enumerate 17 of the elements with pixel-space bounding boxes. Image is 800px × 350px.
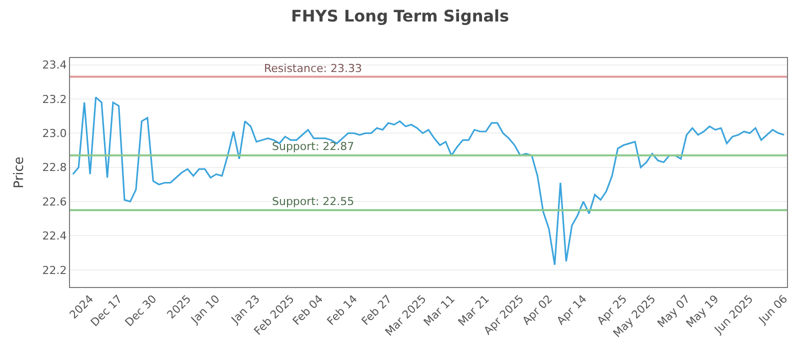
y-tick-label: 22.6 (42, 195, 67, 208)
y-tick-label: 22.4 (42, 230, 67, 243)
chart-title: FHYS Long Term Signals (290, 6, 510, 26)
ref-line-label: Support: 22.55 (272, 195, 354, 208)
x-tick-label: Feb 14 (324, 292, 360, 328)
line-series (72, 96, 785, 266)
y-tick-label: 22.2 (42, 264, 67, 277)
y-axis-title: Price (12, 156, 28, 188)
ref-line-label: Support: 22.87 (272, 140, 354, 153)
y-tick-label: 23.4 (42, 58, 67, 72)
y-tick-label: 22.8 (42, 161, 67, 174)
x-tick-label: Dec 30 (122, 292, 160, 330)
ref-line-label: Resistance: 23.33 (264, 62, 362, 75)
x-tick-label: Apr 14 (554, 292, 590, 328)
y-tick-label: 23.0 (42, 127, 67, 140)
x-tick-label: Jun 06 (756, 292, 790, 327)
y-tick-label: 23.2 (42, 92, 67, 106)
